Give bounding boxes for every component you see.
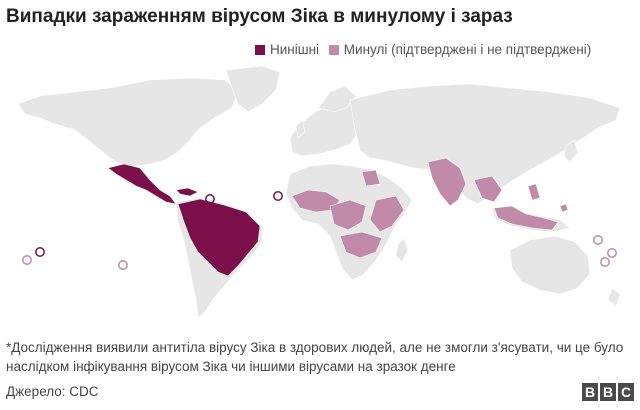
madagascar — [395, 237, 409, 263]
south-asia — [427, 157, 467, 207]
marker-hawaii-2 — [22, 255, 32, 265]
japan — [563, 139, 579, 163]
southern-africa — [339, 231, 383, 259]
legend-item-current: Нинішні — [255, 42, 319, 57]
current-cases-layer — [107, 163, 261, 277]
marker-easter-island — [118, 260, 128, 270]
island-markers — [22, 191, 617, 270]
marker-pacific-2 — [607, 248, 617, 258]
asia — [349, 83, 621, 205]
marker-cape-verde — [273, 191, 283, 201]
greenland — [225, 65, 281, 113]
northern-south-america — [177, 198, 261, 277]
logo-letter-3: C — [618, 383, 634, 401]
world-map — [17, 65, 621, 319]
central-africa — [329, 199, 367, 231]
east-africa — [369, 195, 405, 233]
legend-label-current: Нинішні — [270, 42, 320, 57]
britain — [295, 119, 306, 139]
logo-letter-1: B — [582, 383, 598, 401]
micronesia — [559, 203, 569, 213]
source-credit: Джерело: CDC — [6, 384, 99, 399]
scandinavia — [317, 85, 357, 113]
southeast-asia — [473, 175, 503, 203]
caribbean-islands — [175, 187, 199, 197]
past-cases-layer — [291, 157, 569, 259]
north-america — [17, 77, 239, 167]
legend-label-past: Минулі (підтверджені і не підтверджені) — [343, 42, 592, 57]
mexico-central-america — [107, 163, 177, 205]
new-zealand — [607, 287, 621, 307]
footnote: *Дослідження виявили антитіла вірусу Зік… — [6, 340, 624, 374]
indonesia-malaysia — [493, 205, 559, 231]
legend-item-past: Минулі (підтверджені і не підтверджені) — [328, 42, 592, 57]
egypt — [361, 169, 381, 187]
chart-title: Випадки зараженням вірусом Зіка в минуло… — [6, 6, 513, 27]
legend-swatch-current — [255, 45, 265, 55]
marker-pacific-1 — [593, 235, 603, 245]
logo-letter-2: B — [600, 383, 616, 401]
marker-hawaii-1 — [35, 247, 45, 257]
philippines — [527, 183, 541, 201]
marker-caribbean — [205, 194, 215, 204]
legend: Нинішні Минулі (підтверджені і не підтве… — [255, 42, 597, 57]
marker-pacific-3 — [600, 257, 610, 267]
australia — [509, 235, 591, 295]
legend-swatch-past — [328, 45, 339, 55]
